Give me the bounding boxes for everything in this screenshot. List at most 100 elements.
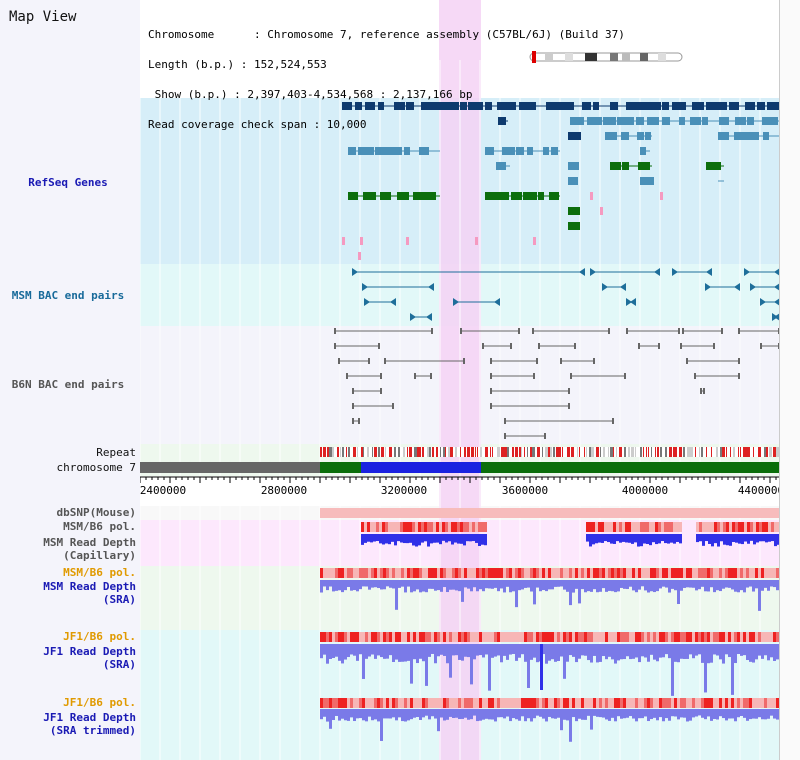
read-depth-bar (406, 534, 409, 544)
polymorphism-cell (676, 522, 679, 532)
polymorphism-cell (476, 632, 479, 642)
read-depth-bar (475, 534, 478, 543)
gene-exon (546, 102, 556, 110)
polymorphism-cell (607, 522, 610, 532)
polymorphism-cell (707, 698, 710, 708)
track-area[interactable]: 2400000 2800000 3200000 3600000 4000000 … (140, 0, 800, 760)
read-depth-bar (746, 644, 749, 661)
vertical-scrollbar[interactable] (779, 0, 800, 760)
b6n-bac-end (703, 388, 705, 394)
polymorphism-cell (440, 698, 443, 708)
gene-exon (735, 117, 746, 125)
polymorphism-cell (383, 568, 386, 578)
polymorphism-cell (560, 632, 563, 642)
polymorphism-cell (548, 568, 551, 578)
repeat-track-label[interactable]: Repeat (96, 446, 136, 459)
polymorphism-cell (449, 698, 452, 708)
polymorphism-cell (590, 568, 593, 578)
b6n-bac-end (568, 388, 570, 394)
chromosome-track-label[interactable]: chromosome 7 (56, 461, 136, 474)
jf1-b6-pol-label-1[interactable]: JF1/B6 pol. (63, 630, 136, 643)
msm-bac-track-label[interactable]: MSM BAC end pairs (11, 289, 125, 302)
read-depth-bar (732, 534, 735, 543)
polymorphism-cell (575, 698, 578, 708)
polymorphism-cell (476, 568, 479, 578)
jf1-b6-pol-label-2[interactable]: JF1/B6 pol. (63, 696, 136, 709)
polymorphism-cell (479, 632, 482, 642)
read-depth-bar (749, 580, 752, 587)
msm-b6-pol-label-1[interactable]: MSM/B6 pol. (63, 520, 136, 533)
polymorphism-cell (353, 568, 356, 578)
read-depth-bar (335, 644, 338, 657)
read-depth-bar (536, 709, 539, 716)
read-depth-bar (741, 534, 744, 545)
read-depth-bar (509, 580, 512, 593)
polymorphism-cell (431, 568, 434, 578)
read-depth-bar (683, 709, 686, 718)
polymorphism-cell (401, 568, 404, 578)
polymorphism-cell (593, 632, 596, 642)
read-depth-bar (713, 644, 716, 655)
polymorphism-cell (761, 568, 764, 578)
read-depth-bar (392, 644, 395, 663)
dbsnp-track-label[interactable]: dbSNP(Mouse) (56, 506, 136, 519)
jf1-read-depth-trimmed-label[interactable]: JF1 Read Depth (43, 711, 136, 724)
repeat-element (586, 447, 587, 457)
read-depth-bar (524, 580, 527, 588)
polymorphism-cell (527, 632, 530, 642)
polymorphism-cell (641, 698, 644, 708)
read-depth-bar (590, 644, 593, 663)
msm-bac-end (352, 268, 358, 276)
track-canvas[interactable] (140, 0, 800, 760)
polymorphism-cell (677, 698, 680, 708)
gene-exon (647, 117, 659, 125)
polymorphism-cell (545, 632, 548, 642)
gene-exon (662, 117, 670, 125)
read-depth-bar (626, 709, 629, 718)
polymorphism-cell (738, 522, 741, 532)
msm-read-depth-sra-label[interactable]: MSM Read Depth (43, 580, 136, 593)
read-depth-bar (440, 709, 443, 718)
polymorphism-cell (598, 522, 601, 532)
read-depth-bar (589, 534, 592, 547)
read-depth-bar (599, 644, 602, 662)
read-depth-bar (422, 580, 425, 592)
polymorphism-cell (722, 632, 725, 642)
read-depth-bar (412, 534, 415, 546)
polymorphism-cell (335, 568, 338, 578)
polymorphism-cell (446, 698, 449, 708)
repeat-element (355, 447, 356, 457)
msm-b6-pol-label-2[interactable]: MSM/B6 pol. (63, 566, 136, 579)
read-depth-bar (758, 580, 761, 611)
gene-exon (394, 102, 405, 110)
gene-exon (751, 132, 759, 140)
polymorphism-cell (454, 522, 457, 532)
jf1-read-depth-sra-label[interactable]: JF1 Read Depth (43, 645, 136, 658)
read-depth-bar (484, 534, 487, 546)
read-depth-bar (743, 644, 746, 656)
polymorphism-cell (350, 698, 353, 708)
msm-bac-end (602, 283, 608, 291)
polymorphism-cell (518, 698, 521, 708)
gene-exon (621, 132, 629, 140)
polymorphism-cell (434, 632, 437, 642)
polymorphism-cell (419, 568, 422, 578)
msm-read-depth-capillary-label[interactable]: MSM Read Depth (43, 536, 136, 549)
refseq-track-label[interactable]: RefSeq Genes (28, 176, 108, 189)
repeat-element (532, 447, 535, 457)
polymorphism-cell (566, 632, 569, 642)
gene-exon (605, 132, 617, 140)
polymorphism-cell (326, 632, 329, 642)
read-depth-bar (572, 580, 575, 593)
read-depth-bar (359, 644, 362, 655)
read-depth-bar (702, 534, 705, 546)
read-depth-bar (623, 580, 626, 589)
repeat-element (389, 447, 392, 457)
read-depth-bar (476, 709, 479, 722)
polymorphism-cell (452, 568, 455, 578)
polymorphism-cell (467, 632, 470, 642)
read-depth-bar (560, 580, 563, 587)
read-depth-bar (602, 644, 605, 657)
polymorphism-cell (491, 568, 494, 578)
b6n-bac-track-label[interactable]: B6N BAC end pairs (11, 378, 125, 391)
